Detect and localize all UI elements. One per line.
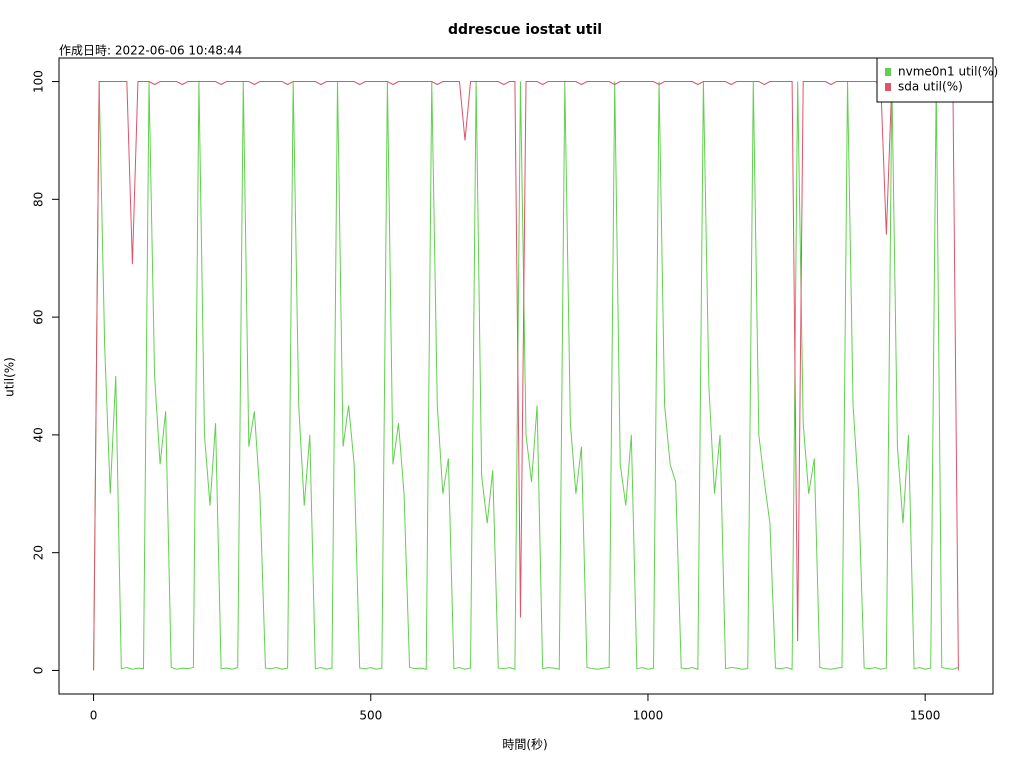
x-tick-label: 1500 [910, 709, 941, 723]
x-tick-label: 500 [359, 709, 382, 723]
legend-box [876, 57, 994, 103]
chart-subtitle: 作成日時: 2022-06-06 10:48:44 [59, 44, 242, 58]
legend-label: nvme0n1 util(%) [898, 65, 998, 79]
chart-title: ddrescue iostat util [448, 22, 602, 38]
x-axis-label: 時間(秒) [502, 738, 547, 752]
y-axis-label: util(%) [3, 357, 17, 397]
legend-swatch [885, 83, 891, 91]
y-tick-label: 20 [32, 545, 46, 560]
series-line [93, 81, 959, 671]
legend-label: sda util(%) [898, 80, 963, 94]
series-line [93, 81, 959, 671]
y-tick-label: 0 [32, 667, 46, 675]
legend-swatch [885, 68, 891, 76]
x-tick-label: 1000 [633, 709, 664, 723]
y-tick-label: 60 [32, 309, 46, 324]
y-tick-label: 80 [32, 192, 46, 207]
y-tick-label: 100 [32, 70, 46, 93]
x-tick-label: 0 [90, 709, 98, 723]
y-tick-label: 40 [32, 427, 46, 442]
